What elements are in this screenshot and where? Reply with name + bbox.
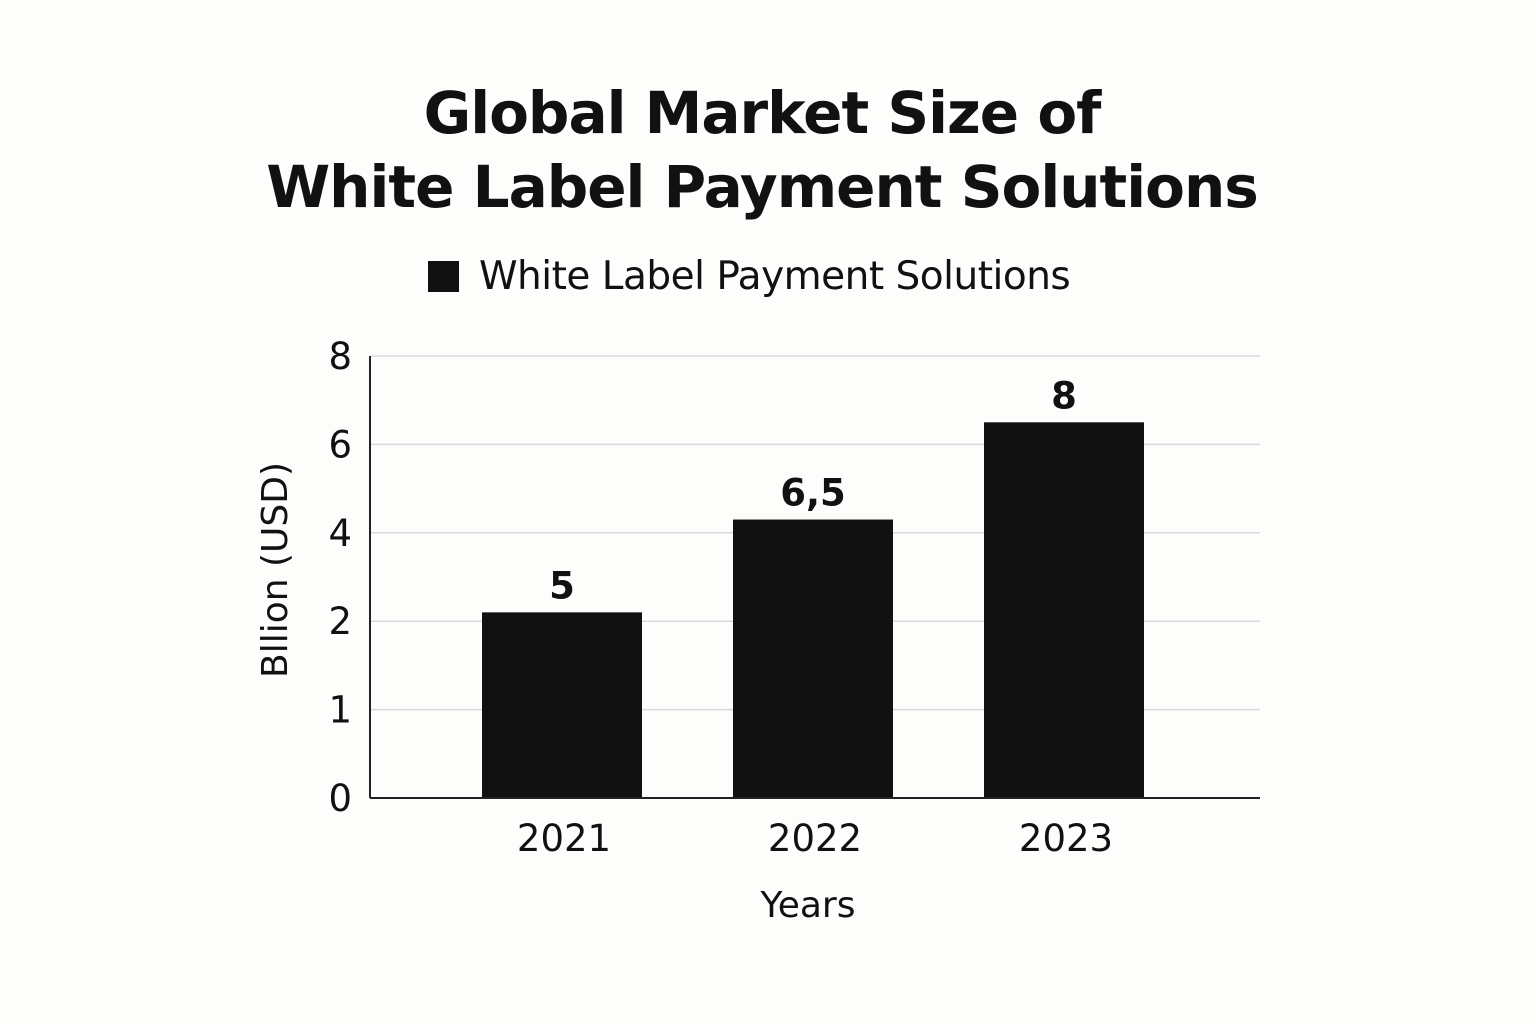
y-axis-title: Bllion (USD) — [255, 462, 296, 678]
y-tick-label: 1 — [328, 689, 352, 732]
y-tick-label: 0 — [328, 777, 352, 820]
y-tick-label: 8 — [328, 335, 352, 378]
data-label-2023: 8 — [1051, 374, 1077, 417]
chart-title: Global Market Size of White Label Paymen… — [0, 76, 1524, 224]
y-tick-label: 4 — [328, 512, 352, 555]
x-tick-label-2023: 2023 — [1019, 817, 1113, 860]
bar-2023 — [984, 422, 1144, 798]
x-tick-label-2022: 2022 — [768, 817, 862, 860]
y-tick-label: 6 — [328, 423, 352, 466]
legend-label: White Label Payment Solutions — [479, 253, 1071, 299]
y-tick-label: 2 — [328, 600, 352, 643]
chart-title-line-1: Global Market Size of — [423, 79, 1102, 147]
chart-title-line-2: White Label Payment Solutions — [266, 153, 1259, 221]
bar-2021 — [482, 612, 642, 798]
x-axis-title: Years — [760, 885, 856, 926]
data-label-2022: 6,5 — [780, 472, 846, 515]
bar-2022 — [733, 519, 893, 798]
chart-legend: White Label Payment Solutions — [428, 252, 1071, 300]
data-label-2021: 5 — [549, 564, 575, 607]
x-tick-label-2021: 2021 — [517, 817, 611, 860]
legend-swatch — [428, 260, 459, 292]
